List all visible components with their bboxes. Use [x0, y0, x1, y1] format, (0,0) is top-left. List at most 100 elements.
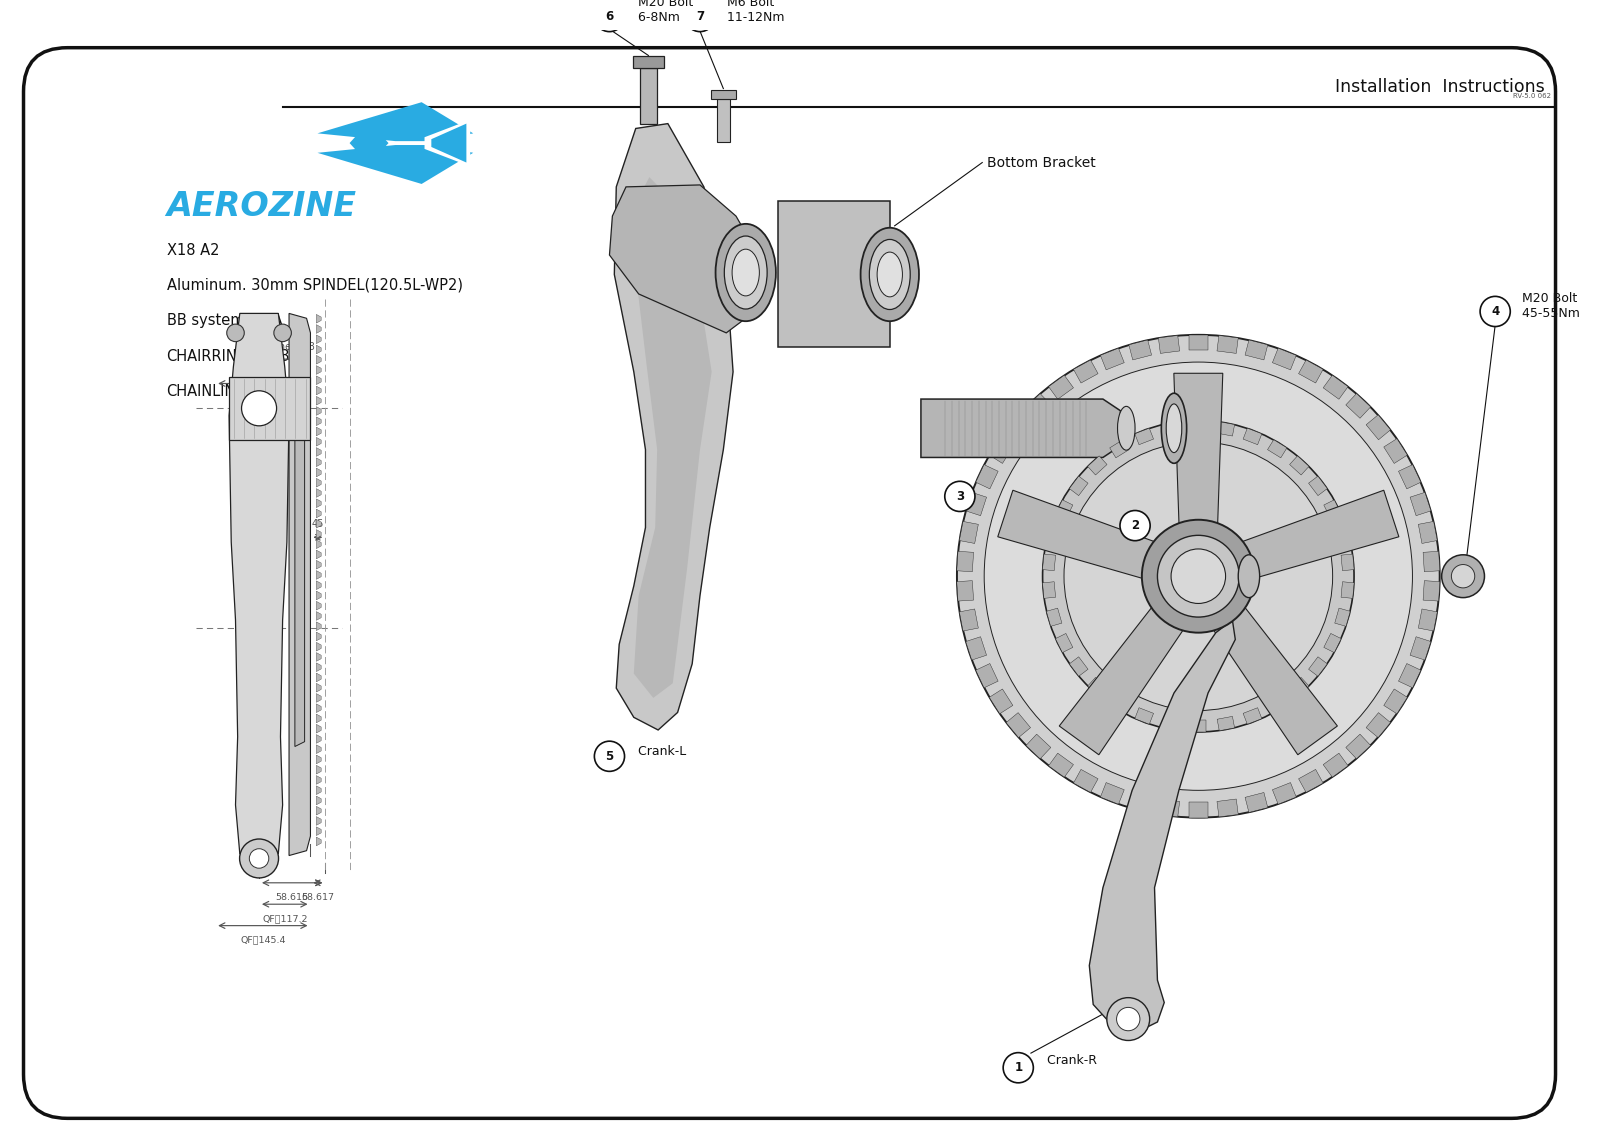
Polygon shape — [349, 122, 389, 164]
Polygon shape — [717, 100, 730, 143]
Polygon shape — [317, 714, 322, 723]
Polygon shape — [998, 490, 1154, 578]
Polygon shape — [317, 786, 322, 795]
Text: CHAIRRING：50/34T: CHAIRRING：50/34T — [166, 347, 309, 363]
Polygon shape — [629, 178, 712, 698]
Polygon shape — [1218, 716, 1235, 731]
Text: Crank-L: Crank-L — [634, 745, 686, 758]
Polygon shape — [614, 123, 733, 729]
Polygon shape — [634, 57, 664, 68]
Polygon shape — [922, 399, 1120, 457]
Polygon shape — [229, 313, 290, 871]
Polygon shape — [1384, 689, 1408, 714]
Polygon shape — [317, 776, 322, 784]
Polygon shape — [1158, 798, 1179, 817]
Circle shape — [1043, 421, 1354, 732]
Polygon shape — [317, 642, 322, 651]
Polygon shape — [317, 407, 322, 415]
Text: QF：117.2: QF：117.2 — [262, 914, 307, 923]
Circle shape — [1117, 1008, 1139, 1030]
Polygon shape — [1245, 793, 1267, 812]
Polygon shape — [1267, 440, 1286, 458]
Polygon shape — [1130, 340, 1152, 360]
Polygon shape — [1190, 720, 1206, 732]
Polygon shape — [1174, 373, 1222, 524]
Polygon shape — [989, 689, 1013, 714]
Polygon shape — [1056, 633, 1074, 653]
Text: 6: 6 — [605, 10, 613, 23]
Polygon shape — [1069, 476, 1088, 495]
Circle shape — [1142, 520, 1254, 632]
Polygon shape — [1410, 492, 1430, 516]
Polygon shape — [1088, 456, 1107, 475]
Circle shape — [1480, 296, 1510, 327]
Polygon shape — [317, 745, 322, 753]
Polygon shape — [1366, 713, 1390, 737]
Polygon shape — [976, 664, 998, 688]
Polygon shape — [1309, 476, 1328, 495]
Polygon shape — [317, 796, 322, 805]
Polygon shape — [1267, 694, 1286, 713]
Text: 1: 1 — [1014, 1061, 1022, 1074]
Polygon shape — [1346, 394, 1371, 418]
Polygon shape — [1422, 580, 1440, 601]
Polygon shape — [1162, 422, 1179, 437]
Polygon shape — [1043, 554, 1056, 571]
FancyBboxPatch shape — [24, 48, 1555, 1119]
Circle shape — [594, 741, 624, 771]
Polygon shape — [1214, 607, 1338, 754]
Circle shape — [685, 1, 715, 32]
Circle shape — [1157, 535, 1240, 618]
Circle shape — [984, 362, 1413, 791]
Polygon shape — [317, 335, 322, 344]
Ellipse shape — [861, 227, 918, 321]
Polygon shape — [317, 683, 322, 692]
Polygon shape — [1341, 554, 1354, 571]
Polygon shape — [1323, 753, 1349, 777]
Polygon shape — [317, 827, 322, 836]
Text: Bottom Bracket: Bottom Bracket — [987, 156, 1096, 170]
Polygon shape — [1398, 465, 1421, 489]
Polygon shape — [1048, 375, 1074, 399]
Polygon shape — [317, 612, 322, 620]
Polygon shape — [1323, 633, 1341, 653]
Polygon shape — [317, 355, 322, 364]
Polygon shape — [1056, 500, 1074, 519]
Polygon shape — [957, 580, 973, 601]
Circle shape — [1003, 1053, 1034, 1082]
Polygon shape — [966, 637, 987, 661]
Ellipse shape — [869, 240, 910, 310]
Polygon shape — [317, 693, 322, 702]
Polygon shape — [317, 539, 322, 549]
Text: 45: 45 — [312, 519, 325, 529]
Text: 58.616: 58.616 — [275, 892, 309, 901]
Polygon shape — [1048, 753, 1074, 777]
Polygon shape — [1134, 429, 1154, 444]
Polygon shape — [710, 89, 736, 100]
Circle shape — [1442, 555, 1485, 597]
Polygon shape — [1410, 637, 1430, 661]
Polygon shape — [317, 458, 322, 467]
Polygon shape — [1418, 521, 1437, 544]
Polygon shape — [1043, 581, 1056, 598]
Polygon shape — [1110, 440, 1130, 458]
Text: BB system：BSA: BB system：BSA — [166, 312, 282, 328]
Polygon shape — [317, 724, 322, 733]
Polygon shape — [317, 438, 322, 446]
Text: 5: 5 — [605, 750, 613, 762]
Polygon shape — [317, 622, 322, 631]
Polygon shape — [1341, 581, 1354, 598]
Text: M20 Bolt
 6-8Nm: M20 Bolt 6-8Nm — [634, 0, 693, 24]
Polygon shape — [317, 375, 322, 385]
Polygon shape — [317, 325, 322, 334]
Text: CHAINLINE.：45mm: CHAINLINE.：45mm — [166, 382, 306, 398]
Polygon shape — [290, 313, 310, 855]
Text: AEROZINE: AEROZINE — [166, 190, 357, 223]
Text: 2: 2 — [1131, 519, 1139, 532]
Polygon shape — [960, 608, 978, 631]
Ellipse shape — [725, 236, 766, 309]
Circle shape — [1171, 549, 1226, 604]
Ellipse shape — [1166, 404, 1182, 452]
Polygon shape — [1290, 677, 1309, 697]
Ellipse shape — [1117, 406, 1134, 450]
